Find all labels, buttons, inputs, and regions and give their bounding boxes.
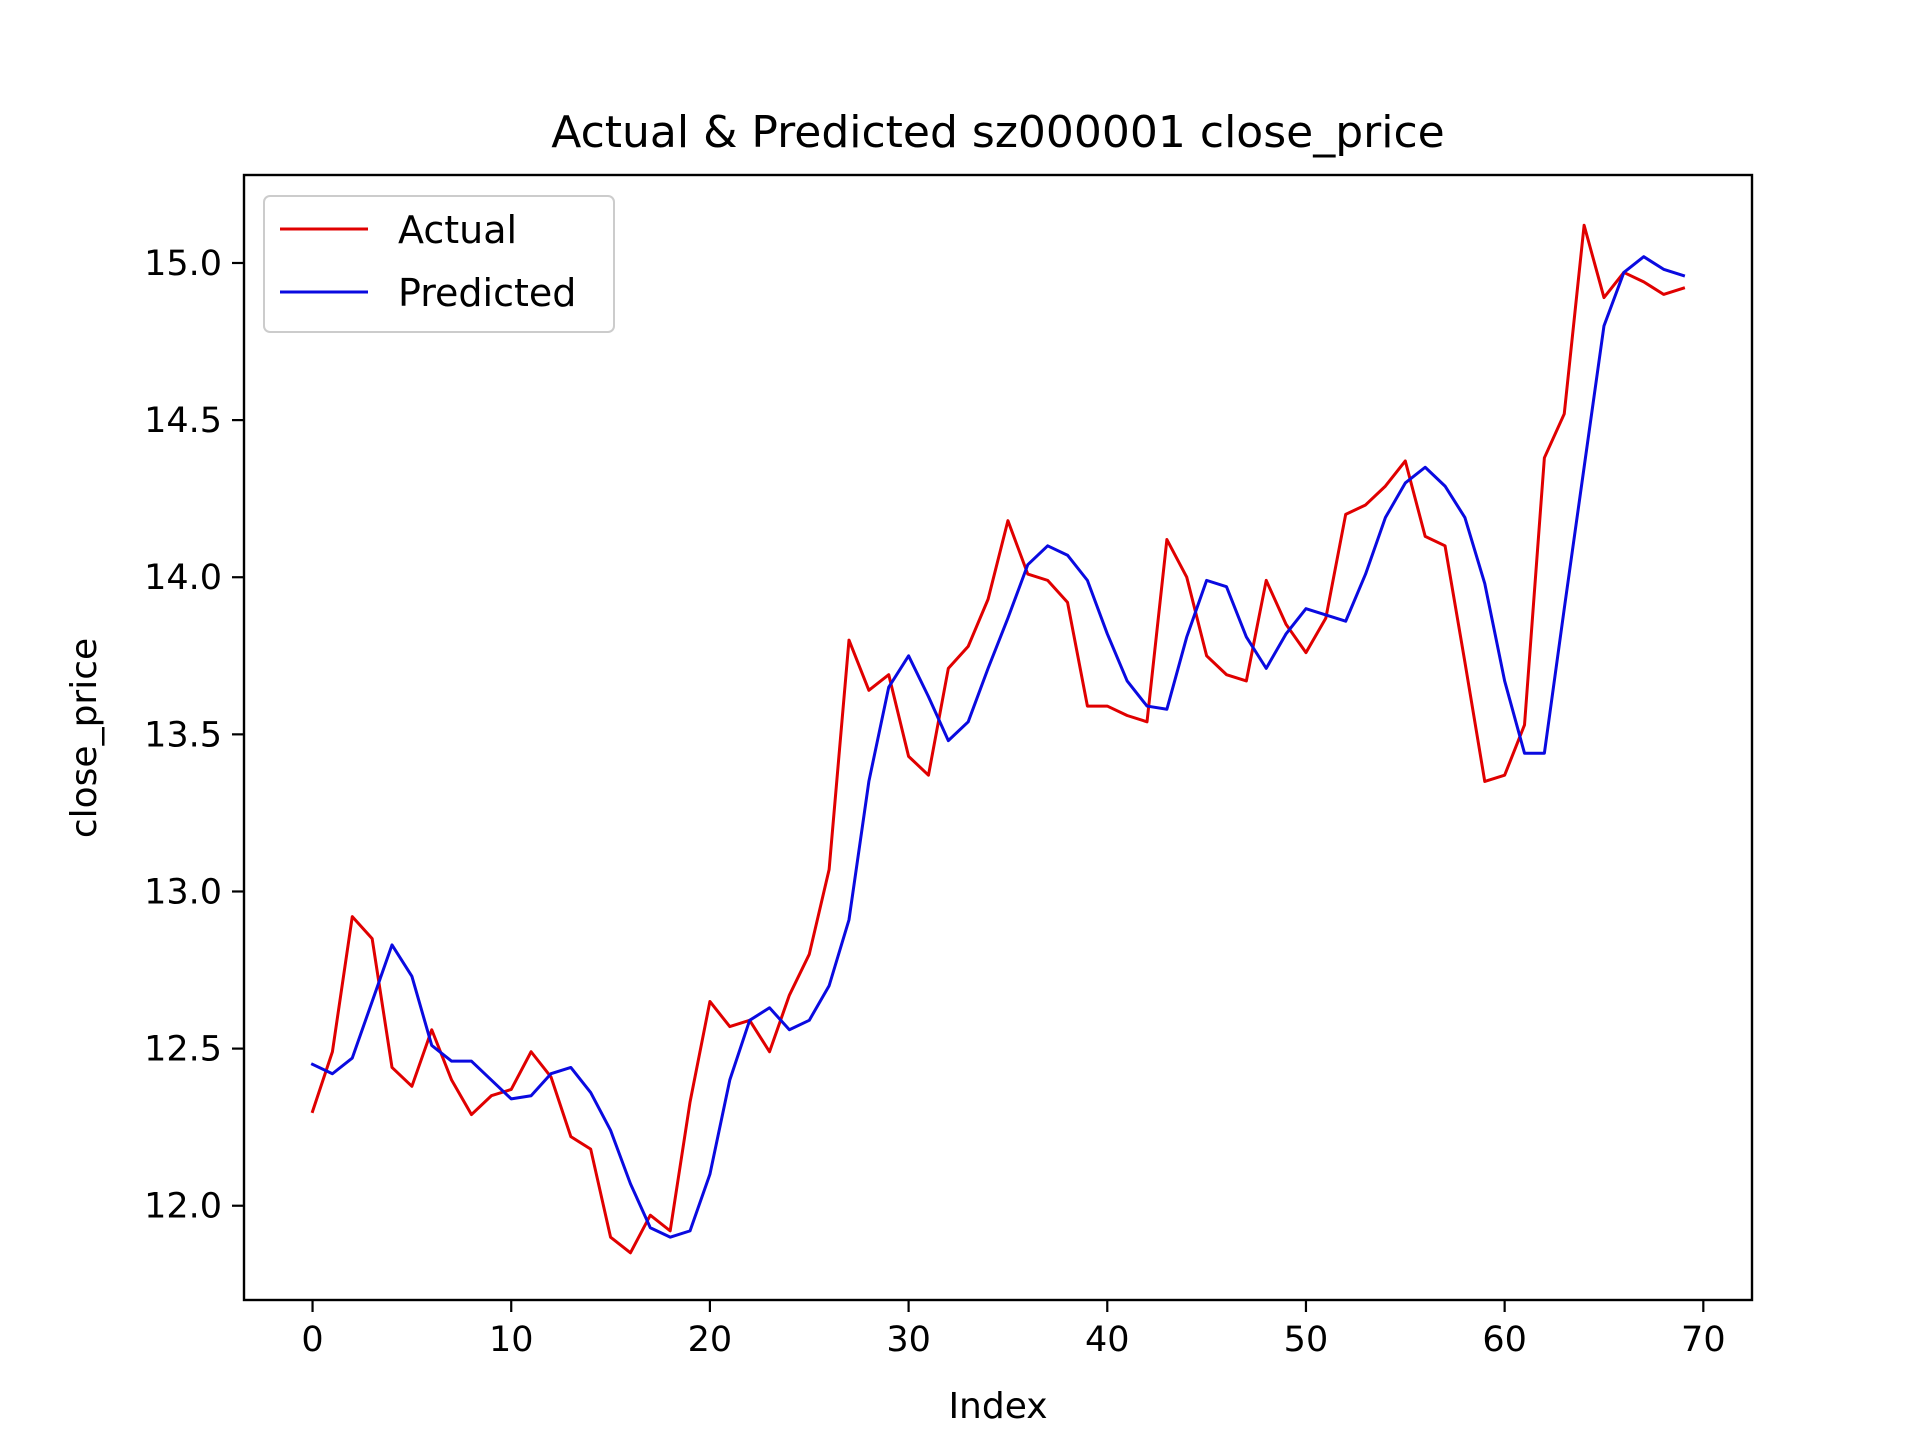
- series-lines: [310, 223, 1686, 1255]
- y-tick-label: 14.5: [144, 401, 222, 441]
- x-tick-label: 20: [688, 1320, 733, 1360]
- y-tick-label: 12.0: [144, 1187, 222, 1227]
- y-tick-label: 13.0: [144, 872, 222, 912]
- y-axis-label: close_price: [64, 638, 105, 838]
- x-tick-label: 10: [489, 1320, 534, 1360]
- chart-title: Actual & Predicted sz000001 close_price: [551, 107, 1444, 158]
- plot-area-frame: [242, 173, 1754, 1302]
- legend: Actual Predicted: [263, 195, 615, 333]
- y-tick-label: 15.0: [144, 244, 222, 284]
- x-tick-label: 0: [301, 1320, 323, 1360]
- x-tick-label: 60: [1482, 1320, 1527, 1360]
- y-tick-label: 14.0: [144, 558, 222, 598]
- x-tick-label: 50: [1284, 1320, 1329, 1360]
- series-line-actual: [310, 223, 1686, 1255]
- x-axis-label: Index: [948, 1386, 1047, 1427]
- y-axis-ticks: 12.0 12.5 13.0 13.5 14.0 14.5 15.0: [144, 244, 244, 1227]
- legend-label-predicted: Predicted: [398, 271, 576, 315]
- legend-label-actual: Actual: [398, 208, 517, 252]
- x-axis-ticks: 0 10 20 30 40 50 60 70: [301, 1300, 1726, 1360]
- y-tick-label: 12.5: [144, 1030, 222, 1070]
- y-tick-label: 13.5: [144, 715, 222, 755]
- x-tick-label: 70: [1681, 1320, 1726, 1360]
- series-line-predicted: [310, 255, 1686, 1239]
- x-tick-label: 40: [1085, 1320, 1130, 1360]
- x-tick-label: 30: [886, 1320, 931, 1360]
